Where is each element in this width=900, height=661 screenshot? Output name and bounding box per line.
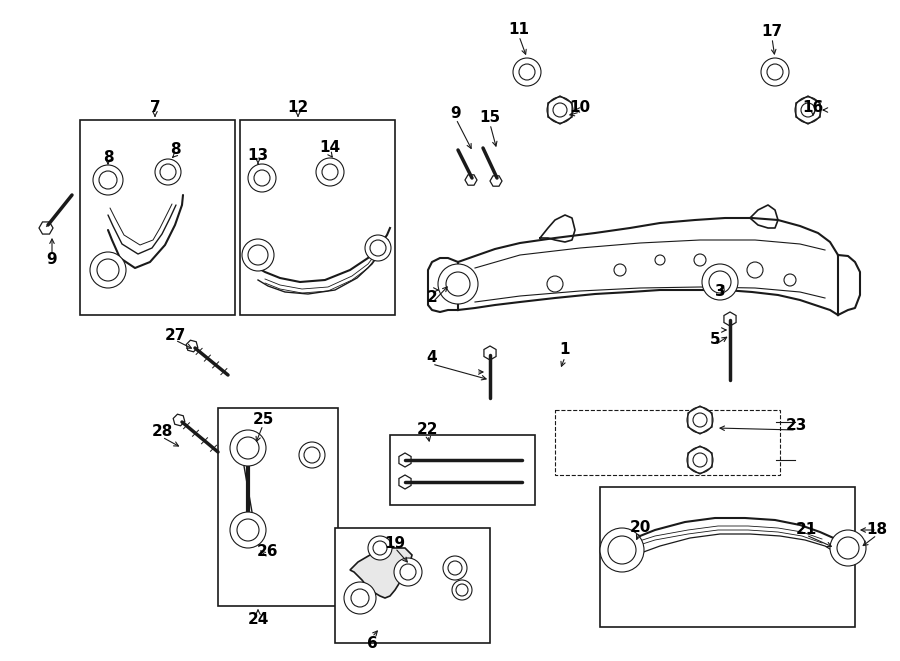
Circle shape: [400, 564, 416, 580]
Circle shape: [767, 64, 783, 80]
Circle shape: [547, 276, 563, 292]
Circle shape: [443, 556, 467, 580]
Circle shape: [248, 164, 276, 192]
Circle shape: [254, 170, 270, 186]
Circle shape: [351, 589, 369, 607]
Bar: [335, 528, 490, 643]
Circle shape: [519, 64, 535, 80]
Circle shape: [230, 512, 266, 548]
Circle shape: [709, 271, 731, 293]
Circle shape: [316, 158, 344, 186]
Text: 13: 13: [248, 147, 268, 163]
Circle shape: [160, 164, 176, 180]
Polygon shape: [350, 548, 412, 598]
Circle shape: [322, 164, 338, 180]
Text: 8: 8: [170, 143, 180, 157]
Text: 8: 8: [103, 151, 113, 165]
Text: 18: 18: [867, 522, 887, 537]
Circle shape: [702, 264, 738, 300]
Circle shape: [747, 262, 763, 278]
Text: 26: 26: [257, 545, 279, 559]
Text: 12: 12: [287, 100, 309, 116]
Circle shape: [795, 97, 821, 123]
Circle shape: [230, 430, 266, 466]
Circle shape: [93, 165, 123, 195]
Circle shape: [801, 103, 815, 117]
Text: 4: 4: [427, 350, 437, 366]
Circle shape: [368, 536, 392, 560]
Text: 2: 2: [427, 290, 437, 305]
Text: 3: 3: [715, 284, 725, 299]
Circle shape: [693, 413, 707, 427]
Text: 19: 19: [384, 535, 406, 551]
Circle shape: [370, 240, 386, 256]
Text: 17: 17: [761, 24, 783, 40]
Text: 22: 22: [418, 422, 439, 438]
Circle shape: [837, 537, 859, 559]
Text: 21: 21: [796, 522, 816, 537]
Circle shape: [344, 582, 376, 614]
Circle shape: [694, 254, 706, 266]
Circle shape: [97, 259, 119, 281]
Text: 1: 1: [560, 342, 571, 358]
Circle shape: [438, 264, 478, 304]
Circle shape: [373, 541, 387, 555]
Circle shape: [237, 519, 259, 541]
Bar: [555, 410, 780, 475]
Circle shape: [830, 530, 866, 566]
Circle shape: [608, 536, 636, 564]
Text: 11: 11: [508, 22, 529, 38]
Text: 25: 25: [252, 412, 274, 428]
Bar: [600, 487, 855, 627]
Text: 24: 24: [248, 613, 269, 627]
Circle shape: [90, 252, 126, 288]
Circle shape: [600, 528, 644, 572]
Bar: [218, 408, 338, 606]
Circle shape: [448, 561, 462, 575]
Circle shape: [614, 264, 626, 276]
Circle shape: [513, 58, 541, 86]
Text: 14: 14: [320, 141, 340, 155]
Text: 15: 15: [480, 110, 500, 126]
Circle shape: [553, 103, 567, 117]
Text: 9: 9: [451, 106, 462, 122]
Text: 5: 5: [710, 332, 720, 348]
Circle shape: [299, 442, 325, 468]
Circle shape: [784, 274, 796, 286]
Circle shape: [655, 255, 665, 265]
Text: 9: 9: [47, 253, 58, 268]
Circle shape: [446, 272, 470, 296]
Text: 10: 10: [570, 100, 590, 114]
Circle shape: [687, 407, 713, 433]
Text: 7: 7: [149, 100, 160, 116]
Circle shape: [452, 580, 472, 600]
Circle shape: [761, 58, 789, 86]
Circle shape: [99, 171, 117, 189]
Circle shape: [242, 239, 274, 271]
Text: 27: 27: [165, 327, 185, 342]
Bar: [240, 120, 395, 315]
Bar: [80, 120, 235, 315]
Text: 20: 20: [629, 520, 651, 535]
Text: 16: 16: [803, 100, 824, 114]
Circle shape: [155, 159, 181, 185]
Circle shape: [304, 447, 320, 463]
Circle shape: [456, 584, 468, 596]
Bar: [390, 435, 535, 505]
Circle shape: [365, 235, 391, 261]
Circle shape: [394, 558, 422, 586]
Text: 28: 28: [151, 424, 173, 440]
Circle shape: [237, 437, 259, 459]
Text: 23: 23: [786, 418, 806, 432]
Circle shape: [687, 447, 713, 473]
Circle shape: [547, 97, 573, 123]
Text: 6: 6: [366, 635, 377, 650]
Circle shape: [693, 453, 707, 467]
Circle shape: [248, 245, 268, 265]
